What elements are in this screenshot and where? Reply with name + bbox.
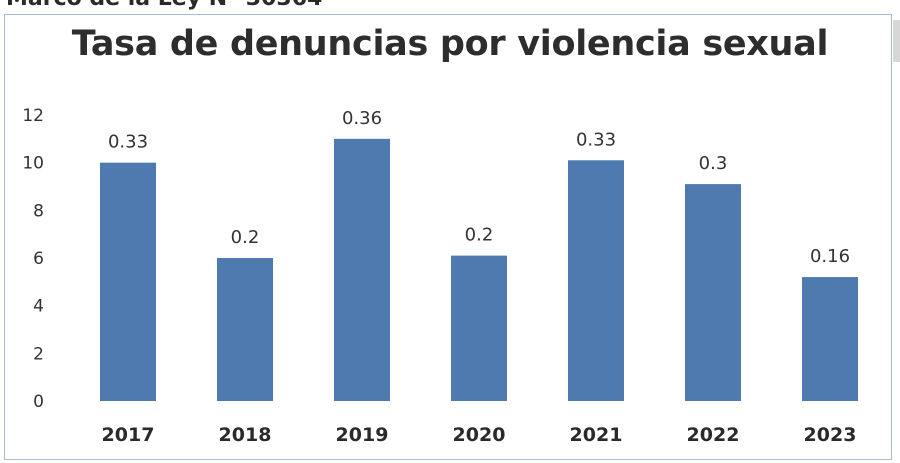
chart-title: Tasa de denuncias por violencia sexual [71, 24, 829, 64]
y-tick-label: 8 [33, 201, 44, 221]
bar-2017 [100, 162, 156, 401]
bar-2018 [217, 258, 273, 401]
y-tick-label: 6 [33, 249, 44, 269]
data-label-2020: 0.2 [465, 225, 494, 246]
y-tick-label: 0 [33, 392, 44, 412]
header-fragment: Marco de la Ley N° 30364 [6, 0, 322, 11]
data-label-2019: 0.36 [342, 108, 382, 129]
x-tick-label-2023: 2023 [804, 424, 857, 446]
data-label-2023: 0.16 [810, 246, 850, 267]
x-tick-label-2017: 2017 [102, 424, 155, 446]
y-tick-label: 2 [33, 344, 44, 364]
y-tick-label: 12 [22, 106, 44, 126]
y-tick-label: 4 [33, 297, 44, 317]
y-tick-label: 10 [22, 154, 44, 174]
bar-2022 [685, 184, 741, 401]
x-tick-label-2020: 2020 [453, 424, 506, 446]
x-tick-label-2021: 2021 [570, 424, 623, 446]
bar-2021 [568, 160, 624, 401]
bar-2023 [802, 277, 858, 401]
data-label-2017: 0.33 [108, 132, 148, 153]
data-label-2018: 0.2 [231, 227, 260, 248]
x-tick-label-2019: 2019 [336, 424, 389, 446]
bar-2020 [451, 255, 507, 401]
bar-2019 [334, 138, 390, 402]
x-tick-label-2018: 2018 [219, 424, 272, 446]
x-tick-label-2022: 2022 [687, 424, 740, 446]
data-label-2021: 0.33 [576, 129, 616, 150]
data-label-2022: 0.3 [699, 153, 728, 174]
adjacent-page-edge [893, 20, 900, 62]
